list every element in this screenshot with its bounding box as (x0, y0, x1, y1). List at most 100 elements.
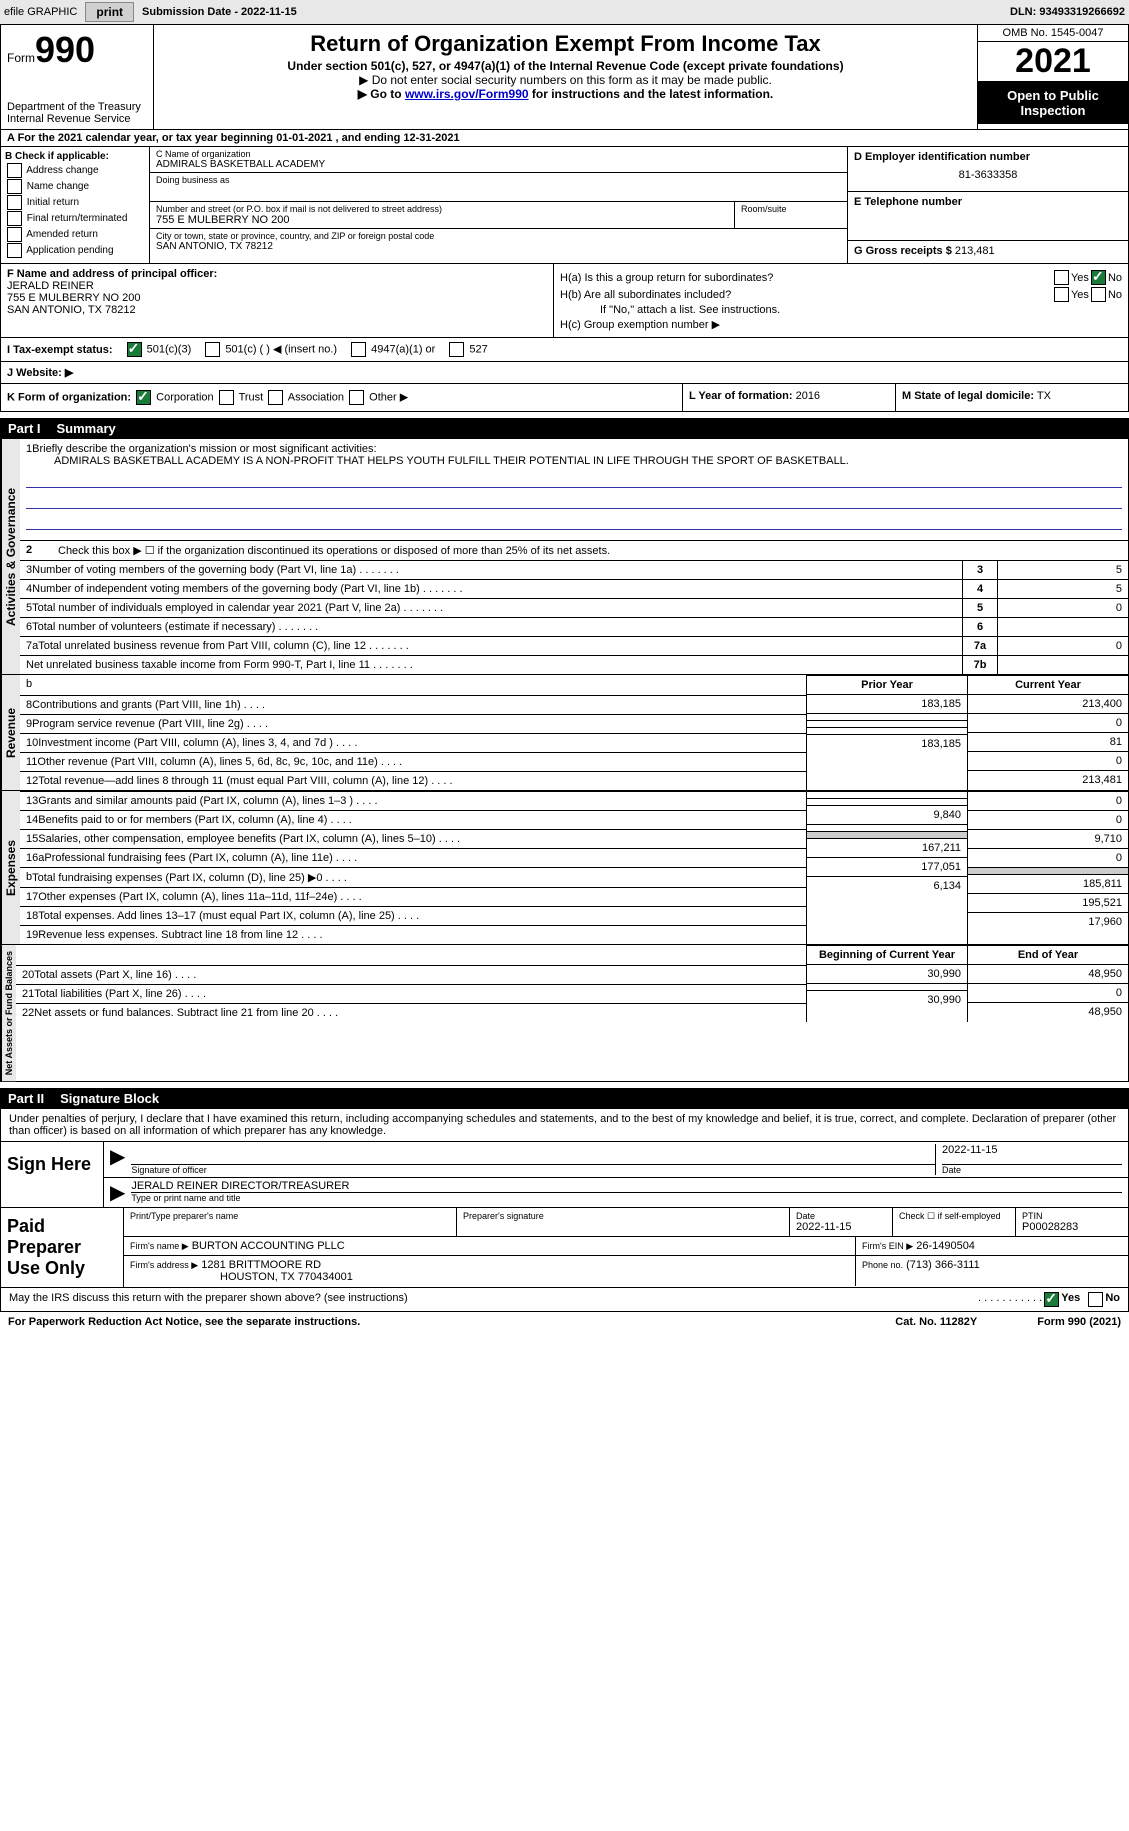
officer-addr1: 755 E MULBERRY NO 200 (7, 292, 547, 304)
chk-association[interactable] (268, 390, 283, 405)
officer-label: F Name and address of principal officer: (7, 268, 547, 280)
chk-527[interactable] (449, 342, 464, 357)
org-name-label: C Name of organization (156, 149, 841, 159)
line-value-cell: 5 (998, 579, 1128, 598)
summary-line-7b: Net unrelated business taxable income fr… (20, 655, 962, 674)
current-year-cell: 0 (968, 791, 1128, 810)
chk-trust[interactable] (219, 390, 234, 405)
chk-final-return[interactable]: Final return/terminated (5, 211, 145, 226)
prior-year-cell (807, 824, 967, 831)
footer: For Paperwork Reduction Act Notice, see … (0, 1312, 1129, 1332)
dba-label: Doing business as (156, 175, 841, 185)
open-to-public: Open to Public Inspection (978, 82, 1128, 124)
line-num-cell: 6 (963, 617, 997, 636)
ha-no-checkbox[interactable] (1091, 270, 1106, 285)
firm-addr2: HOUSTON, TX 770434001 (130, 1271, 353, 1283)
chk-501c[interactable] (205, 342, 220, 357)
vtab-expenses: Expenses (1, 791, 20, 944)
print-button[interactable]: print (85, 2, 134, 22)
paid-preparer-label: Paid Preparer Use Only (1, 1208, 124, 1287)
chk-amended-return[interactable]: Amended return (5, 227, 145, 242)
summary-line-6: 6Total number of volunteers (estimate if… (20, 617, 962, 636)
chk-initial-return[interactable]: Initial return (5, 195, 145, 210)
form-word: Form (7, 51, 35, 65)
officer-addr2: SAN ANTONIO, TX 78212 (7, 304, 547, 316)
line-value-cell: 0 (998, 636, 1128, 655)
sig-date-label: Date (942, 1165, 1122, 1175)
prior-year-cell (807, 791, 967, 798)
vtab-revenue: Revenue (1, 675, 20, 790)
prior-year-cell (807, 983, 967, 990)
form-subtitle-3: ▶ Go to www.irs.gov/Form990 for instruct… (162, 87, 969, 101)
firm-ein: 26-1490504 (916, 1240, 975, 1252)
sig-name-label: Type or print name and title (131, 1193, 1122, 1203)
line-value-cell (998, 655, 1128, 674)
box-k: K Form of organization: Corporation Trus… (1, 384, 683, 411)
box-f: F Name and address of principal officer:… (1, 264, 554, 337)
prior-year-cell: 9,840 (807, 805, 967, 824)
table-row: 20Total assets (Part X, line 16) . . . . (16, 965, 806, 984)
submission-date: Submission Date - 2022-11-15 (142, 6, 297, 18)
mission-block: 1Briefly describe the organization's mis… (20, 439, 1128, 540)
prior-year-cell: 177,051 (807, 857, 967, 876)
table-row: 22Net assets or fund balances. Subtract … (16, 1003, 806, 1022)
ag-table: 3Number of voting members of the governi… (20, 560, 1128, 674)
self-employed-check[interactable]: Check ☐ if self-employed (893, 1208, 1016, 1236)
prior-year-cell: 30,990 (807, 964, 967, 983)
prior-year-cell: 167,211 (807, 838, 967, 857)
part1-revenue-section: Revenue b8Contributions and grants (Part… (0, 675, 1129, 791)
vtab-netassets: Net Assets or Fund Balances (1, 945, 16, 1081)
table-row: 17Other expenses (Part IX, column (A), l… (20, 887, 806, 906)
dept-treasury: Department of the Treasury (7, 101, 147, 113)
street-label: Number and street (or P.O. box if mail i… (156, 204, 728, 214)
box-m: M State of legal domicile: TX (896, 384, 1128, 411)
chk-other[interactable] (349, 390, 364, 405)
top-toolbar: efile GRAPHIC print Submission Date - 20… (0, 0, 1129, 25)
discuss-yes-checkbox[interactable] (1044, 1292, 1059, 1307)
table-row: bTotal fundraising expenses (Part IX, co… (20, 867, 806, 887)
box-h: H(a) Is this a group return for subordin… (554, 264, 1128, 337)
line-num-cell: 7a (963, 636, 997, 655)
chk-501c3[interactable] (127, 342, 142, 357)
hb-note: If "No," attach a list. See instructions… (600, 304, 780, 316)
prior-year-cell (807, 798, 967, 805)
row-klm: K Form of organization: Corporation Trus… (0, 384, 1129, 412)
discuss-no-checkbox[interactable] (1088, 1292, 1103, 1307)
part1-header: Part I Summary (0, 418, 1129, 439)
form-ref: Form 990 (2021) (1037, 1316, 1121, 1328)
vtab-activities: Activities & Governance (1, 439, 20, 674)
prior-year-cell: 6,134 (807, 876, 967, 895)
current-year-cell: 195,521 (968, 893, 1128, 912)
row-i: I Tax-exempt status: 501(c)(3) 501(c) ( … (0, 338, 1129, 362)
street-value: 755 E MULBERRY NO 200 (156, 214, 728, 226)
chk-application-pending[interactable]: Application pending (5, 243, 145, 258)
city-label: City or town, state or province, country… (156, 231, 841, 241)
city-value: SAN ANTONIO, TX 78212 (156, 241, 841, 252)
form-subtitle-1: Under section 501(c), 527, or 4947(a)(1)… (162, 59, 969, 73)
chk-corporation[interactable] (136, 390, 151, 405)
hb-yes-checkbox[interactable] (1054, 287, 1069, 302)
prior-year-cell (807, 727, 967, 734)
form-subtitle-2: ▶ Do not enter social security numbers o… (162, 73, 969, 87)
sign-here-label: Sign Here (1, 1142, 104, 1207)
prior-year-cell: 183,185 (807, 694, 967, 713)
netassets-table: 20Total assets (Part X, line 16) . . . .… (16, 945, 1128, 1022)
discuss-question: May the IRS discuss this return with the… (9, 1292, 978, 1307)
section-bcd: B Check if applicable: Address change Na… (0, 147, 1129, 264)
ein-value: 81-3633358 (854, 163, 1122, 187)
part2-header: Part II Signature Block (0, 1088, 1129, 1109)
ha-yes-checkbox[interactable] (1054, 270, 1069, 285)
mission-text: ADMIRALS BASKETBALL ACADEMY IS A NON-PRO… (26, 455, 1122, 467)
line-num-cell: 4 (963, 579, 997, 598)
firm-name: BURTON ACCOUNTING PLLC (192, 1240, 345, 1252)
sig-officer-label: Signature of officer (131, 1165, 935, 1175)
efile-label: efile GRAPHIC (4, 6, 77, 18)
current-year-cell: 0 (968, 983, 1128, 1002)
table-row: 21Total liabilities (Part X, line 26) . … (16, 984, 806, 1003)
chk-4947[interactable] (351, 342, 366, 357)
chk-address-change[interactable]: Address change (5, 163, 145, 178)
hb-no-checkbox[interactable] (1091, 287, 1106, 302)
revenue-table: b8Contributions and grants (Part VIII, l… (20, 675, 1128, 790)
chk-name-change[interactable]: Name change (5, 179, 145, 194)
irs-link[interactable]: www.irs.gov/Form990 (405, 87, 529, 101)
